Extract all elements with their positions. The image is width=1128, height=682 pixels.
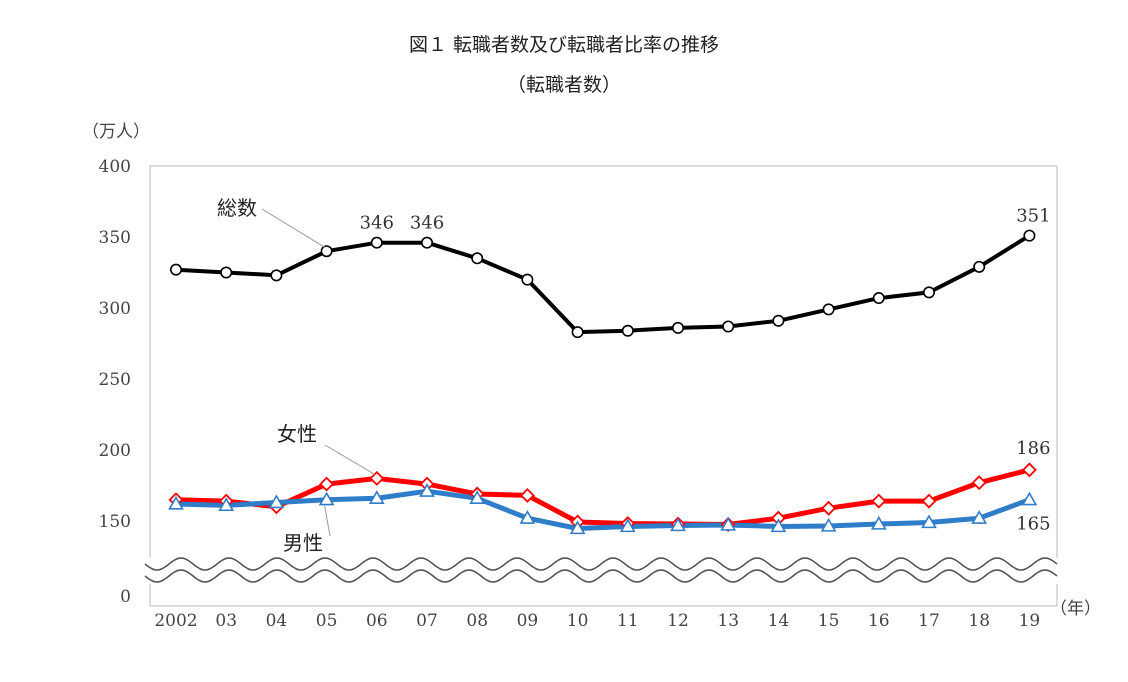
data-point xyxy=(1021,491,1038,506)
series-name-label: 男性 xyxy=(283,531,323,555)
data-point xyxy=(720,516,737,531)
data-point xyxy=(1023,229,1036,242)
data-point xyxy=(973,260,986,273)
data-point xyxy=(971,510,988,524)
series-line xyxy=(175,233,1031,335)
chart-subtitle: （転職者数） xyxy=(506,74,621,96)
data-point xyxy=(921,493,937,509)
leader-line xyxy=(324,444,376,475)
data-point xyxy=(872,292,885,305)
data-label: 351 xyxy=(1016,206,1050,227)
data-point xyxy=(671,321,684,334)
x-tick-label: 04 xyxy=(266,611,288,631)
data-point xyxy=(820,517,837,532)
data-point xyxy=(621,324,634,337)
x-tick-label: 2002 xyxy=(154,611,197,631)
data-point xyxy=(320,245,333,258)
data-point xyxy=(370,236,383,249)
data-point xyxy=(168,495,184,510)
data-point xyxy=(368,490,385,504)
data-point xyxy=(471,252,484,265)
x-tick-label: 14 xyxy=(768,611,790,631)
y-tick-label: 300 xyxy=(99,299,131,319)
data-point xyxy=(220,266,233,279)
data-point xyxy=(870,515,887,530)
x-tick-label: 10 xyxy=(567,611,589,631)
plot-frame xyxy=(149,165,1058,607)
data-point xyxy=(369,470,385,486)
y-tick-label: 0 xyxy=(120,587,131,607)
data-point xyxy=(319,476,335,492)
chart-title: 図１ 転職者数及び転職者比率の推移 xyxy=(408,34,720,56)
x-tick-label: 07 xyxy=(416,611,438,631)
x-tick-label: 08 xyxy=(466,611,488,631)
data-point xyxy=(521,273,534,286)
x-tick-label: 17 xyxy=(918,611,940,631)
data-point xyxy=(971,475,987,491)
data-point xyxy=(569,520,586,535)
data-point xyxy=(420,236,433,249)
data-point xyxy=(1021,462,1037,478)
y-tick-label: 400 xyxy=(99,157,131,177)
x-axis-label: （年） xyxy=(1050,599,1101,619)
x-tick-label: 12 xyxy=(667,611,689,631)
y-tick-label: 150 xyxy=(99,512,131,532)
data-label: 346 xyxy=(360,213,394,234)
series-name-label: 女性 xyxy=(277,422,317,446)
data-point xyxy=(519,510,536,524)
x-tick-label: 06 xyxy=(366,611,388,631)
y-axis-label: （万人） xyxy=(82,122,150,142)
x-tick-label: 09 xyxy=(517,611,539,631)
data-point xyxy=(519,487,535,503)
data-point xyxy=(921,514,937,529)
data-point xyxy=(571,326,584,339)
series-line xyxy=(175,488,1031,531)
data-point xyxy=(922,286,935,299)
data-point xyxy=(871,493,887,509)
series-name-label: 総数 xyxy=(217,196,257,220)
x-tick-label: 05 xyxy=(316,611,338,631)
leader-line xyxy=(324,505,331,537)
x-tick-label: 03 xyxy=(215,611,237,631)
data-point xyxy=(268,494,285,509)
data-point xyxy=(419,483,435,497)
data-point xyxy=(170,263,183,276)
y-tick-label: 250 xyxy=(99,370,131,390)
y-tick-label: 200 xyxy=(99,441,131,461)
x-tick-label: 18 xyxy=(968,611,990,631)
data-point xyxy=(722,320,735,333)
y-tick-label: 350 xyxy=(99,228,131,248)
data-point xyxy=(318,491,335,506)
x-tick-label: 19 xyxy=(1019,611,1041,631)
axis-break-wave xyxy=(144,569,1058,583)
data-point xyxy=(772,314,785,327)
data-point xyxy=(822,303,835,316)
x-tick-label: 13 xyxy=(717,611,739,631)
axis-break-wave xyxy=(144,557,1058,571)
data-point xyxy=(469,490,486,504)
data-label: 346 xyxy=(410,213,444,234)
leader-line xyxy=(261,208,325,248)
series-line xyxy=(175,467,1031,527)
data-label: 165 xyxy=(1016,514,1050,535)
x-tick-label: 16 xyxy=(868,611,890,631)
data-point xyxy=(619,518,636,533)
data-point xyxy=(670,517,686,532)
x-tick-label: 11 xyxy=(617,611,639,631)
data-point xyxy=(218,497,235,512)
data-point xyxy=(821,500,837,516)
data-point xyxy=(770,518,787,533)
x-tick-label: 15 xyxy=(818,611,840,631)
data-label: 186 xyxy=(1016,438,1050,459)
data-point xyxy=(270,269,283,282)
